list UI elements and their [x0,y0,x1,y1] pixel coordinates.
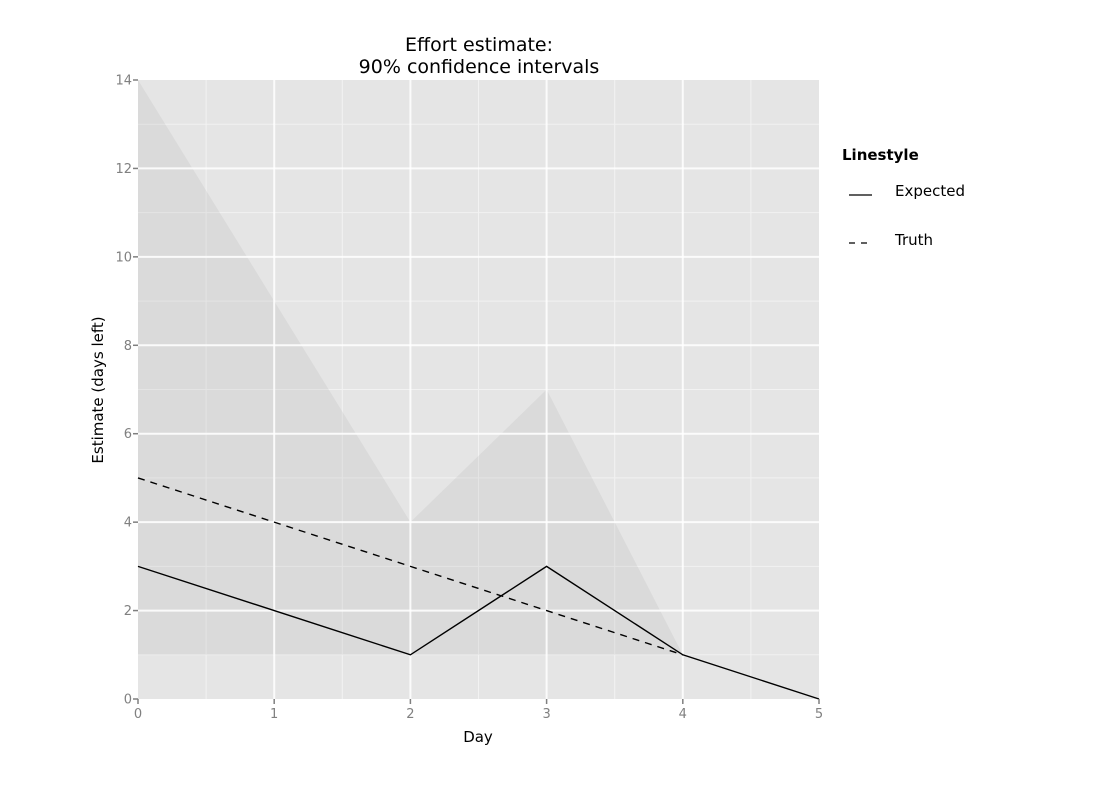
legend: Linestyle Expected Truth [842,146,965,249]
series-lines [137,477,820,700]
x-tick-label: 5 [815,707,823,722]
x-tick-label: 2 [406,707,414,722]
series-line-expected [137,565,820,700]
chart-title-line-2: 90% confidence intervals [359,56,600,78]
y-axis-label: Estimate (days left) [89,316,107,463]
legend-label-truth: Truth [894,231,933,249]
chart-title: Effort estimate: 90% confidence interval… [359,34,600,78]
y-tick-label: 2 [124,604,132,619]
x-tick-label: 3 [542,707,550,722]
legend-label-expected: Expected [895,182,965,200]
legend-item-truth: Truth [849,231,933,249]
y-tick-label: 12 [115,162,132,177]
y-tick-label: 6 [124,427,132,442]
series-line-truth [137,477,684,656]
y-tick-label: 14 [115,74,132,89]
legend-item-expected: Expected [849,182,965,200]
y-tick-label: 0 [124,693,132,708]
chart-title-line-1: Effort estimate: [405,34,553,56]
x-tick-label: 4 [679,707,687,722]
x-tick-label: 0 [134,707,142,722]
y-tick-label: 10 [115,250,132,265]
x-tick-label: 1 [270,707,278,722]
legend-title: Linestyle [842,146,919,164]
y-axis: 0 2 4 6 8 10 12 14 [115,74,138,708]
x-axis: 0 1 2 3 4 5 [134,699,823,722]
y-tick-label: 4 [124,516,132,531]
x-axis-label: Day [463,728,493,746]
grid-minor [138,80,819,699]
y-tick-label: 8 [124,339,132,354]
